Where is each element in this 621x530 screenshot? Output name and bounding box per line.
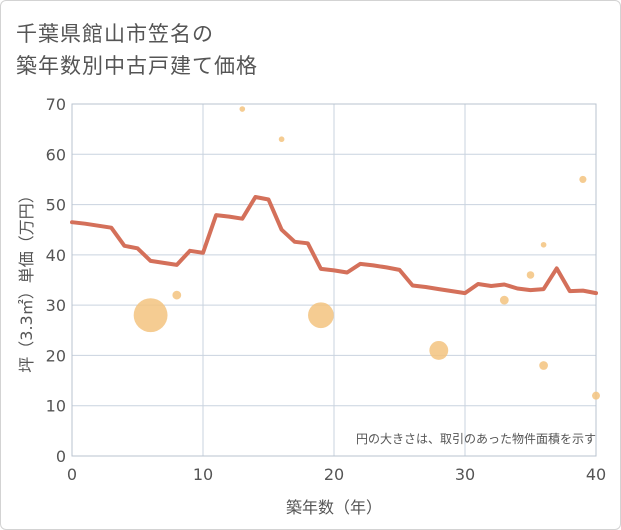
bubble-point xyxy=(579,175,587,183)
y-tick-label: 60 xyxy=(46,145,66,164)
y-axis-ticks: 0 10 20 30 40 50 60 70 xyxy=(46,95,66,466)
x-tick-label: 0 xyxy=(67,465,77,484)
bubble-point xyxy=(539,361,548,370)
line-series xyxy=(70,195,598,296)
bubble-point xyxy=(133,298,168,333)
chart-title-line-1: 千葉県館山市笠名の xyxy=(16,22,214,46)
x-tick-label: 40 xyxy=(586,465,606,484)
plot-border xyxy=(71,103,597,457)
chart-title-line-2: 築年数別中古戸建て価格 xyxy=(16,54,258,78)
bubble-point xyxy=(526,271,535,279)
x-tick-label: 10 xyxy=(193,465,213,484)
x-axis-ticks: 0 10 20 30 40 xyxy=(67,465,606,484)
chart-title: 千葉県館山市笠名の 築年数別中古戸建て価格 xyxy=(16,18,258,82)
bubble-point xyxy=(429,340,449,360)
bubble-point xyxy=(499,295,509,305)
y-tick-label: 0 xyxy=(56,447,66,466)
y-tick-label: 50 xyxy=(46,196,66,215)
y-tick-label: 30 xyxy=(46,296,66,315)
y-tick-label: 70 xyxy=(46,95,66,114)
bubble-point xyxy=(278,136,285,143)
x-tick-label: 20 xyxy=(324,465,344,484)
bubble-point xyxy=(592,391,600,400)
y-tick-label: 40 xyxy=(46,246,66,265)
bubble-point xyxy=(172,290,182,300)
y-tick-label: 10 xyxy=(46,397,66,416)
y-tick-label: 20 xyxy=(46,346,66,365)
x-axis-title: 築年数（年） xyxy=(286,498,382,517)
average-price-line xyxy=(70,195,598,296)
grid xyxy=(71,103,597,457)
y-axis-title: 坪（3.3㎡）単価（万円） xyxy=(17,187,36,372)
x-tick-label: 30 xyxy=(455,465,475,484)
bubble-point xyxy=(308,302,334,329)
bubble-point xyxy=(540,241,547,248)
bubble-size-note: 円の大きさは、取引のあった物件面積を示す xyxy=(356,431,596,446)
bubble-series xyxy=(133,106,600,400)
bubble-point xyxy=(239,106,246,112)
